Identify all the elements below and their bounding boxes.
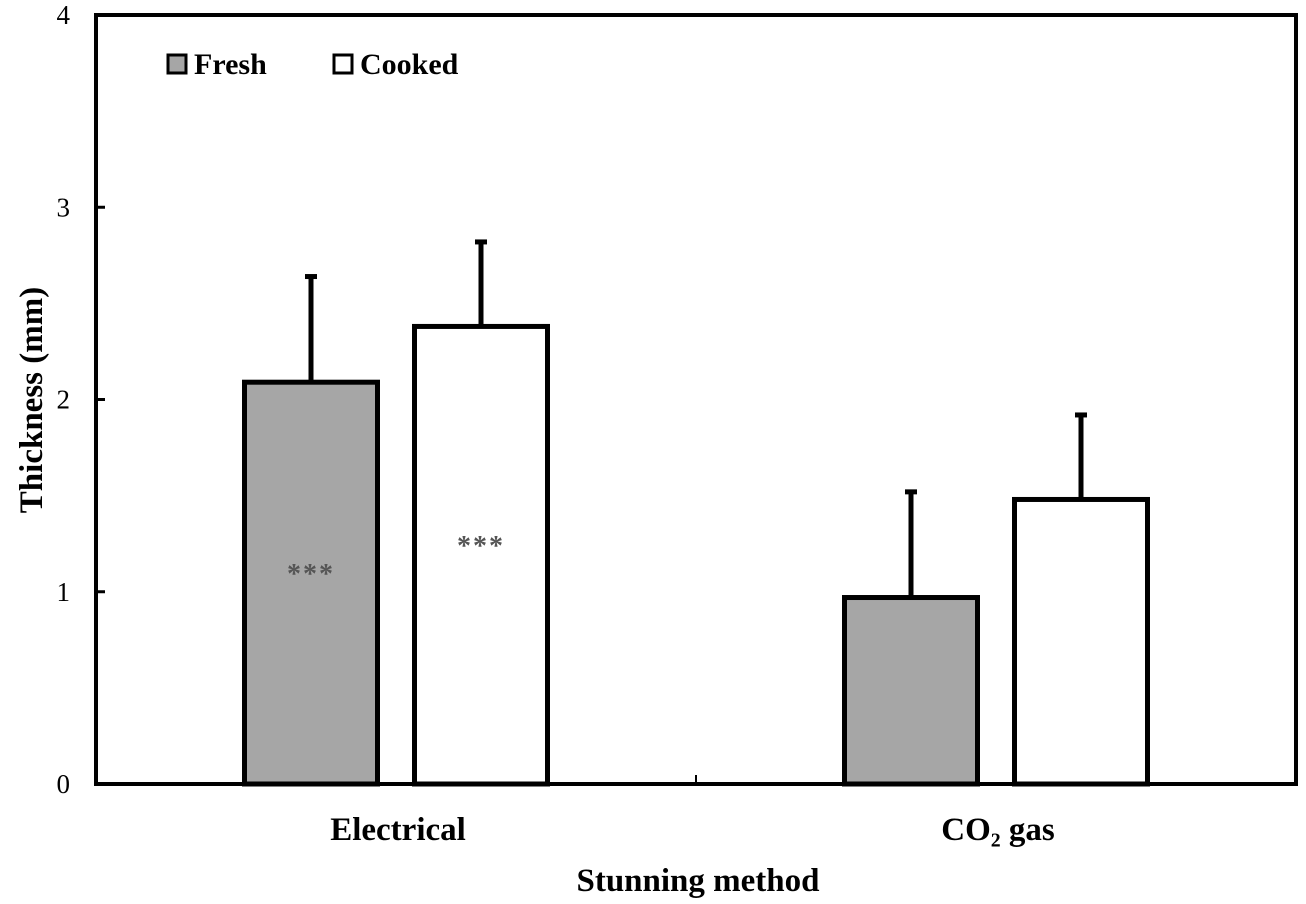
x-axis-title: Stunning method — [576, 863, 819, 899]
legend-swatch-fresh — [166, 53, 188, 75]
x-category-label-co2-gas: CO₂ gas — [941, 812, 1055, 848]
bar — [842, 595, 980, 787]
legend-label-fresh: Fresh — [194, 48, 267, 81]
y-axis-title: Thickness (mm) — [14, 287, 50, 513]
y-tick-label: 4 — [57, 0, 71, 30]
y-tick-label: 3 — [57, 192, 71, 222]
y-tick-label: 2 — [57, 385, 71, 415]
legend-swatch-cooked — [332, 53, 354, 75]
significance-annotation: *** — [457, 531, 505, 562]
y-tick-label: 0 — [57, 769, 71, 799]
bars-layer: *** *** — [242, 239, 1150, 787]
bar — [242, 379, 380, 787]
y-tick-label: 1 — [57, 577, 71, 607]
x-category-label-electrical: Electrical — [330, 812, 466, 848]
bar — [1012, 496, 1150, 787]
legend: Fresh Cooked — [166, 48, 459, 81]
significance-annotation: *** — [287, 559, 335, 590]
axis-layer: 0 1 2 3 4 — [57, 0, 697, 799]
legend-label-cooked: Cooked — [360, 48, 459, 81]
